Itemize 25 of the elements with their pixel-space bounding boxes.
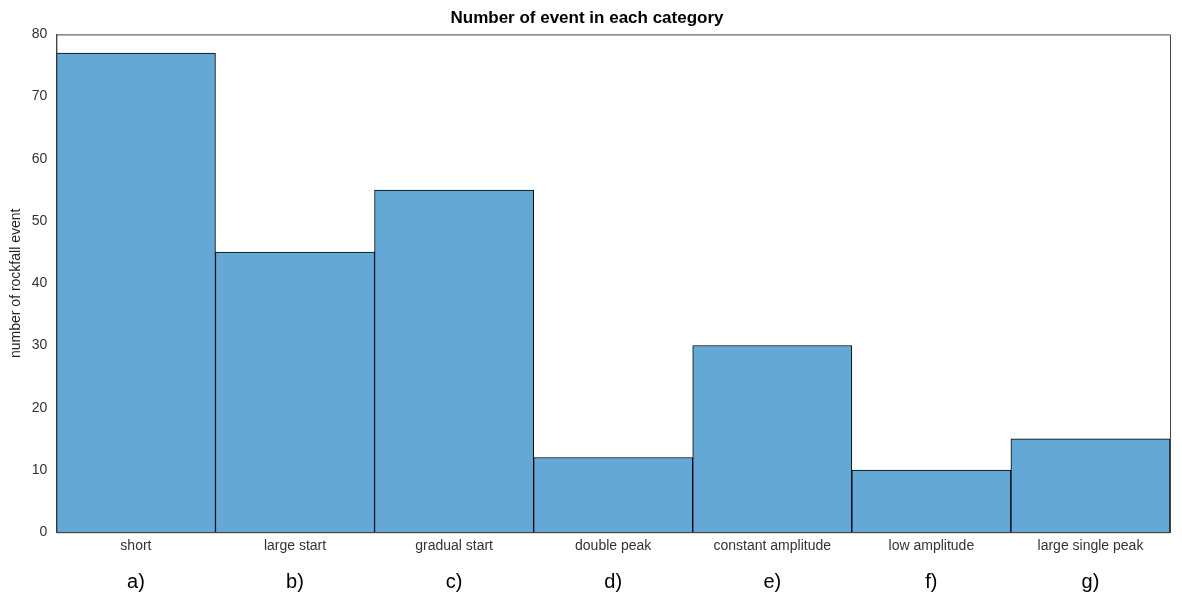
text: e) bbox=[763, 569, 782, 592]
chart-title: Number of event in each category bbox=[450, 7, 725, 27]
text: c) bbox=[445, 569, 463, 592]
x-tick-label: low amplitude bbox=[888, 537, 975, 554]
y-tick-label: 40 bbox=[31, 274, 48, 291]
x-tick-label: short bbox=[120, 537, 152, 554]
y-tick-label: 50 bbox=[31, 211, 48, 228]
y-tick-label: 10 bbox=[31, 460, 48, 477]
text: b) bbox=[286, 569, 304, 592]
y-tick-label: 20 bbox=[31, 398, 48, 415]
x-tick-label: large start bbox=[263, 537, 327, 554]
text: d) bbox=[604, 569, 623, 592]
x-tick-label: double peak bbox=[575, 537, 653, 554]
y-axis-title: number of rockfall event bbox=[7, 208, 24, 358]
x-tick-label: large single peak bbox=[1037, 537, 1145, 554]
x-tick-label: gradual start bbox=[415, 537, 494, 554]
y-tick-label: 60 bbox=[31, 149, 48, 166]
y-tick-label: 30 bbox=[31, 336, 48, 353]
text: f) bbox=[925, 569, 938, 592]
y-tick-label: 0 bbox=[39, 523, 48, 540]
x-tick-label: constant amplitude bbox=[713, 537, 832, 554]
y-tick-label: 80 bbox=[31, 25, 48, 42]
y-tick-label: 70 bbox=[31, 87, 48, 104]
text: a) bbox=[127, 569, 145, 592]
text: g) bbox=[1081, 569, 1100, 592]
